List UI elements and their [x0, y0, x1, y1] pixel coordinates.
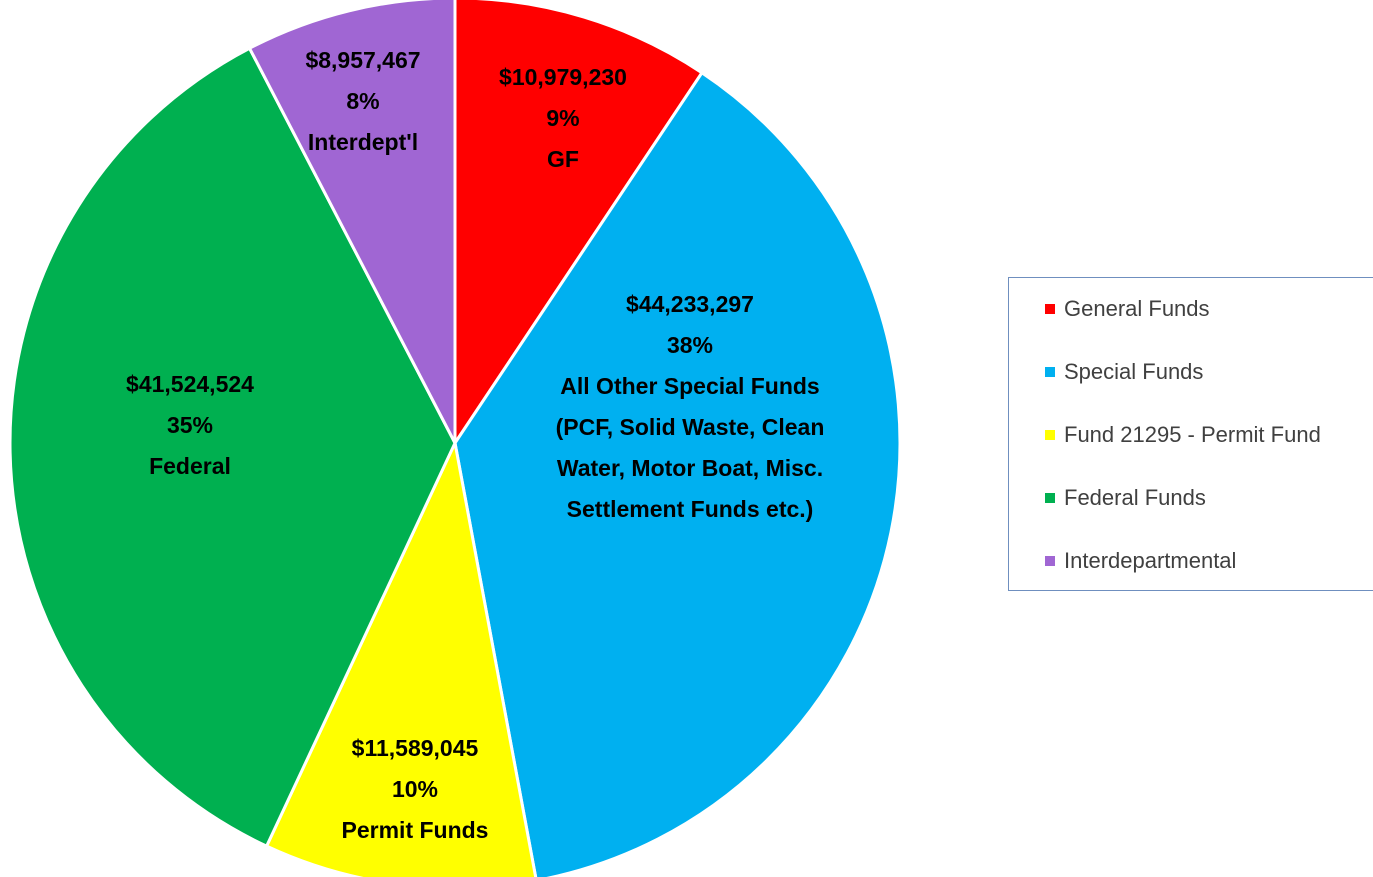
value-label: $44,233,297: [626, 291, 754, 317]
pie-slice: [264, 438, 538, 877]
percent-label: 8%: [346, 88, 380, 114]
value-label: $8,957,467: [305, 47, 421, 73]
slice-label: Federal: [149, 453, 231, 479]
percent-label: 9%: [546, 105, 580, 131]
legend-entry: Fund 21295 - Permit Fund: [1045, 420, 1321, 450]
data-label: $10,979,230 9% GF: [463, 57, 663, 180]
value-label: $41,524,524: [126, 371, 254, 397]
data-label: $41,524,524 35% Federal: [70, 364, 310, 487]
legend-label: Federal Funds: [1064, 485, 1206, 510]
legend-swatch: [1045, 430, 1055, 440]
data-label: $44,233,297 38% All Other Special Funds (P…: [545, 284, 835, 530]
pie-slice: [453, 70, 902, 877]
legend-entry: Federal Funds: [1045, 483, 1206, 513]
percent-label: 38%: [666, 332, 714, 358]
data-label: $8,957,467 8% Interdept'l: [263, 40, 463, 163]
value-label: $10,979,230: [499, 64, 627, 90]
legend-label: Fund 21295 - Permit Fund: [1064, 422, 1321, 447]
legend-swatch: [1045, 556, 1055, 566]
slice-label: Permit Funds: [341, 817, 489, 843]
legend-label: General Funds: [1064, 296, 1210, 321]
legend-swatch: [1045, 367, 1055, 377]
percent-label: 35%: [166, 412, 214, 438]
legend-label: Interdepartmental: [1064, 548, 1237, 573]
data-label: $11,589,045 10% Permit Funds: [295, 728, 535, 851]
pie-slice: [247, 0, 457, 444]
legend-label: Special Funds: [1064, 359, 1204, 384]
legend-swatch: [1045, 304, 1055, 314]
slice-label: GF: [547, 146, 579, 172]
pie-slice: [8, 46, 457, 849]
value-label: $11,589,045: [351, 735, 479, 761]
legend-entry: Special Funds: [1045, 357, 1203, 387]
legend: General Funds Special Funds Fund 21295 - P…: [1008, 277, 1373, 591]
percent-label: 10%: [391, 776, 439, 802]
legend-entry: General Funds: [1045, 294, 1210, 324]
slice-label: All Other Special Funds (PCF, Solid Wast…: [555, 373, 825, 522]
slice-label: Interdept'l: [307, 129, 419, 155]
legend-entry: Interdepartmental: [1045, 546, 1236, 576]
legend-swatch: [1045, 493, 1055, 503]
pie-slice: [453, 0, 704, 448]
